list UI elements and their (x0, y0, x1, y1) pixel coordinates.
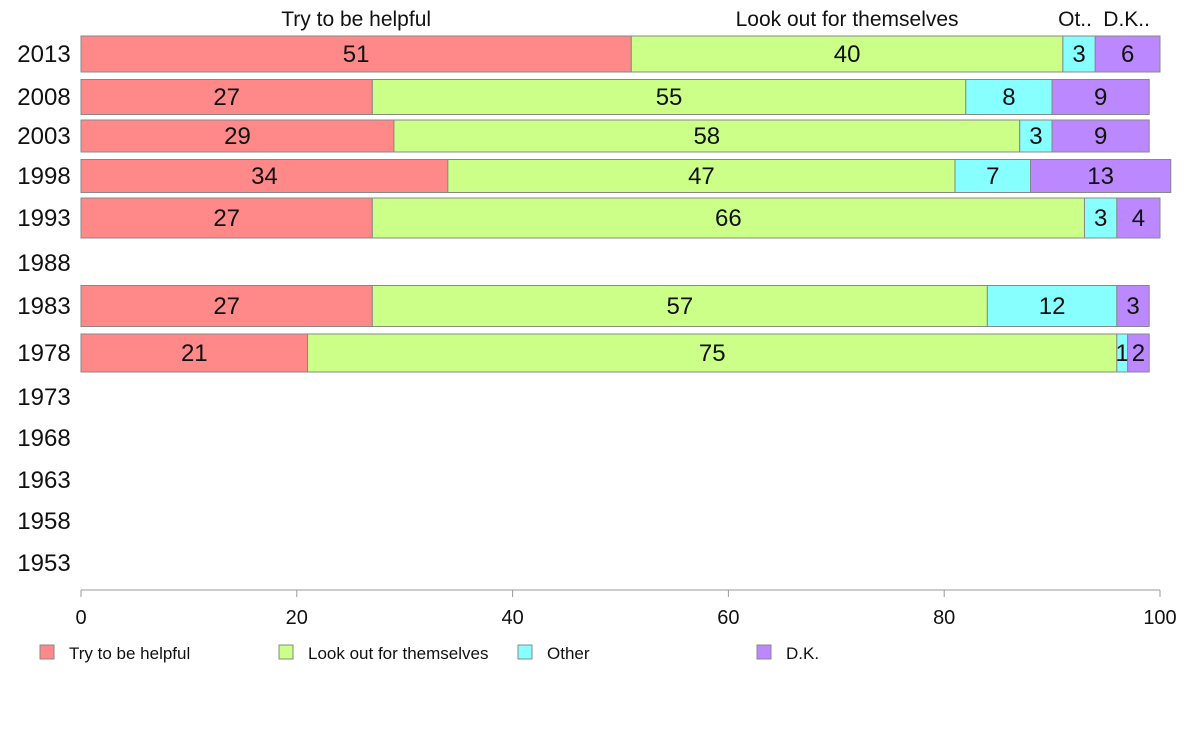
bar-segment (1116, 285, 1150, 327)
bar-value-label: 55 (656, 84, 683, 111)
bar-value-label: 7 (986, 163, 999, 190)
bar-value-label: 51 (343, 41, 370, 68)
bar-segment (1051, 79, 1150, 115)
bar-value-label: 40 (834, 41, 861, 68)
year-label: 1993 (17, 205, 70, 232)
bar-value-label: 27 (213, 293, 240, 320)
bar-value-label: 57 (666, 293, 693, 320)
bar-value-label: 12 (1039, 293, 1066, 320)
bar-value-label: 58 (693, 123, 720, 150)
legend-swatch (756, 644, 772, 660)
bar-value-label: 4 (1132, 205, 1145, 232)
year-label: 1953 (17, 550, 70, 577)
legend-swatch (39, 644, 55, 660)
year-label: 1968 (17, 425, 70, 452)
bar-segment (80, 285, 373, 327)
bar-value-label: 6 (1121, 41, 1134, 68)
year-label: 2003 (17, 123, 70, 150)
bar-segment (1083, 197, 1118, 239)
year-label: 1998 (17, 163, 70, 190)
bar-value-label: 13 (1087, 163, 1114, 190)
bar-value-label: 29 (224, 123, 251, 150)
bar-segment (80, 159, 449, 193)
year-label: 1973 (17, 384, 70, 411)
column-header-label: Look out for themselves (736, 8, 959, 31)
year-label: 1978 (17, 340, 70, 367)
legend-label: Try to be helpful (69, 644, 190, 663)
legend-swatch (278, 644, 294, 660)
bar-value-label: 27 (213, 205, 240, 232)
bar-segment (80, 35, 632, 73)
bar-segment (393, 119, 1021, 153)
bar-segment (371, 197, 1085, 239)
bar-value-label: 9 (1094, 123, 1107, 150)
column-header-label: Ot.. (1058, 8, 1092, 31)
year-label: 2008 (17, 84, 70, 111)
bar-value-label: 1 (1116, 340, 1129, 367)
bar-value-label: 8 (1002, 84, 1015, 111)
legend-label: Look out for themselves (308, 644, 488, 663)
x-tick-label: 80 (933, 607, 955, 629)
bar-segment (965, 79, 1053, 115)
x-tick-label: 100 (1143, 607, 1176, 629)
bar-segment (80, 79, 373, 115)
bar-value-label: 66 (715, 205, 742, 232)
bar-value-label: 3 (1072, 41, 1085, 68)
bar-segment (1116, 197, 1161, 239)
bar-segment (1051, 119, 1150, 153)
bar-segment (1062, 35, 1096, 73)
year-label: 1983 (17, 293, 70, 320)
bar-segment (80, 333, 309, 373)
year-label: 1958 (17, 508, 70, 535)
x-tick-label: 40 (501, 607, 523, 629)
bar-value-label: 3 (1029, 123, 1042, 150)
x-tick-label: 0 (75, 607, 86, 629)
year-label: 1988 (17, 250, 70, 277)
column-header-label: D.K.. (1103, 8, 1150, 31)
bar-value-label: 75 (699, 340, 726, 367)
bar-value-label: 34 (251, 163, 278, 190)
bar-value-label: 47 (688, 163, 715, 190)
legend-swatch (517, 644, 533, 660)
bar-segment (1030, 159, 1172, 193)
legend-label: D.K. (786, 644, 819, 663)
bar-segment (447, 159, 956, 193)
year-label: 2013 (17, 41, 70, 68)
x-tick-label: 20 (286, 607, 308, 629)
bar-segment (80, 119, 395, 153)
bar-value-label: 3 (1094, 205, 1107, 232)
bar-value-label: 21 (181, 340, 208, 367)
bar-segment (630, 35, 1064, 73)
bar-value-label: 9 (1094, 84, 1107, 111)
bar-segment (1127, 333, 1150, 373)
bar-segment (371, 79, 967, 115)
bar-segment (986, 285, 1118, 327)
legend-label: Other (547, 644, 590, 663)
bar-value-label: 27 (213, 84, 240, 111)
x-tick-label: 60 (717, 607, 739, 629)
bar-segment (80, 197, 373, 239)
bar-segment (371, 285, 988, 327)
column-header-label: Try to be helpful (281, 8, 431, 31)
bar-value-label: 3 (1126, 293, 1139, 320)
year-label: 1963 (17, 467, 70, 494)
bar-value-label: 2 (1132, 340, 1145, 367)
bar-segment (1094, 35, 1161, 73)
